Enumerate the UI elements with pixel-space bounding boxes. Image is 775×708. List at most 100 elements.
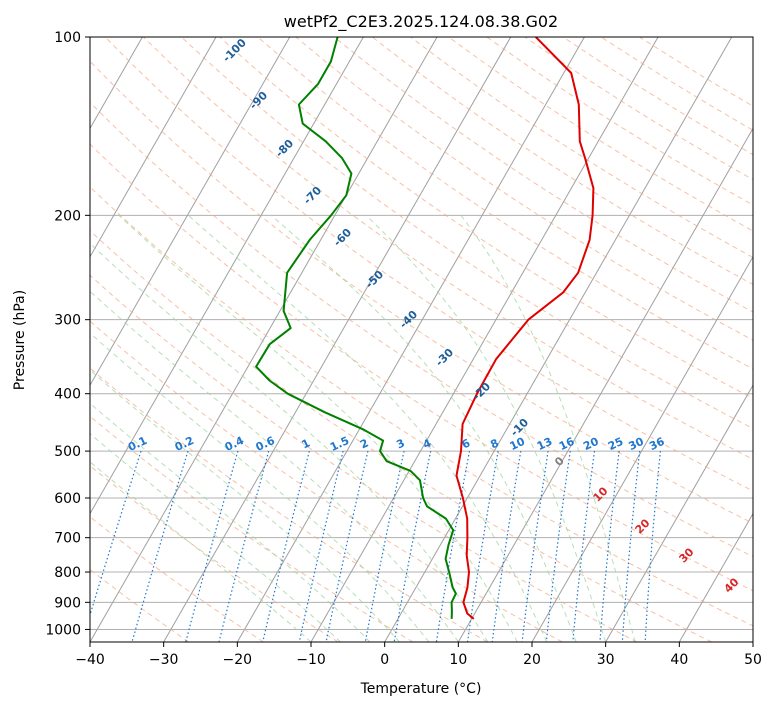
mixing-ratio-line-4 bbox=[393, 450, 432, 642]
isotherm-30 bbox=[605, 384, 753, 642]
mixing-ratio-label-6: 2 bbox=[358, 436, 370, 451]
mixing-ratio-line-0.1 bbox=[90, 450, 142, 617]
isotherm--20 bbox=[236, 37, 585, 642]
isotherm-50 bbox=[752, 640, 753, 642]
mixing-ratio-label-7: 3 bbox=[394, 436, 406, 451]
isotherm-10 bbox=[457, 127, 753, 642]
plot-area: 0.1 0.2 0.4 0.6 1 1.5 2 3 4 6 8 10 13 16 20 25 30 36-100-… bbox=[90, 36, 753, 642]
moist-adiabat-26 bbox=[270, 214, 577, 642]
dry-adiabat-10 bbox=[90, 367, 488, 642]
isotherm--30 bbox=[163, 37, 512, 642]
y-tick-label-4: 500 bbox=[54, 444, 81, 460]
mixing-ratio-line-36 bbox=[644, 451, 661, 642]
dry-adiabat-label-4: -60 bbox=[331, 226, 354, 249]
dry-adiabat-20 bbox=[90, 320, 563, 642]
x-tick-label-8: 40 bbox=[670, 652, 688, 668]
isotherm-grid bbox=[90, 37, 753, 642]
moist-adiabat--2 bbox=[90, 402, 371, 642]
mixing-ratio-line-13 bbox=[521, 451, 549, 642]
mixing-ratio-line-0.2 bbox=[131, 450, 189, 642]
dry-adiabat-160 bbox=[371, 37, 753, 286]
dry-adiabat-70 bbox=[90, 101, 753, 558]
y-tick-label-1: 200 bbox=[54, 208, 81, 224]
dry-adiabat-80 bbox=[90, 60, 753, 524]
moist-adiabat-34 bbox=[460, 215, 636, 642]
dry-adiabat-label-6: -40 bbox=[397, 308, 420, 331]
dry-adiabats bbox=[90, 37, 753, 642]
moist-adiabat-30 bbox=[365, 214, 607, 642]
dry-adiabat-180 bbox=[448, 37, 753, 232]
plot-frame bbox=[89, 36, 754, 643]
dry-adiabat-30 bbox=[90, 274, 638, 642]
x-tick-label-5: 10 bbox=[449, 652, 467, 668]
mixing-ratio-label-13: 16 bbox=[557, 435, 577, 453]
moist-adiabat--10 bbox=[90, 461, 312, 642]
x-tick-label-3: −10 bbox=[296, 652, 326, 668]
y-tick-label-9: 1000 bbox=[45, 622, 81, 638]
dry-adiabat-label-13: 30 bbox=[677, 545, 697, 565]
mixing-ratio-label-14: 20 bbox=[581, 435, 601, 453]
dry-adiabat-110 bbox=[181, 37, 753, 430]
dry-adiabat-150 bbox=[333, 37, 753, 313]
mixing-ratio-label-15: 25 bbox=[606, 435, 625, 453]
mixing-ratio-label-8: 4 bbox=[421, 436, 434, 451]
mixing-ratio-line-3 bbox=[364, 450, 405, 642]
x-tick-label-7: 30 bbox=[597, 652, 615, 668]
isobar-grid bbox=[90, 37, 753, 630]
dry-adiabat-label-1: -90 bbox=[247, 89, 270, 112]
isotherm--40 bbox=[90, 37, 438, 642]
y-tick-label-5: 600 bbox=[54, 491, 81, 507]
dry-adiabat-label-11: 10 bbox=[591, 484, 611, 504]
mixing-ratio-label-17: 36 bbox=[647, 435, 667, 453]
isotherm--50 bbox=[90, 37, 364, 515]
x-tick-label-4: 0 bbox=[380, 652, 389, 668]
dry-adiabat-label-3: -70 bbox=[301, 184, 324, 207]
dry-adiabat--10 bbox=[90, 465, 339, 642]
y-tick-label-2: 300 bbox=[54, 313, 81, 329]
temperature-line bbox=[455, 37, 595, 620]
mixing-ratio-line-1 bbox=[262, 450, 310, 642]
chart-title: wetPf2_C2E3.2025.124.08.38.G02 bbox=[284, 12, 558, 32]
mixing-ratio-line-2 bbox=[325, 450, 369, 642]
isotherm-20 bbox=[531, 255, 753, 642]
mixing-ratio-line-10 bbox=[491, 450, 522, 642]
dry-adiabat-170 bbox=[410, 37, 753, 259]
dry-adiabat-130 bbox=[257, 37, 753, 370]
y-axis-title: Pressure (hPa) bbox=[12, 290, 28, 390]
mixing-ratio-line-20 bbox=[572, 451, 596, 642]
x-tick-label-0: −40 bbox=[75, 652, 105, 668]
dry-adiabat-50 bbox=[90, 186, 753, 627]
dry-adiabat-label-14: 40 bbox=[722, 575, 742, 595]
moist-adiabat-22 bbox=[187, 214, 548, 642]
x-axis-title: Temperature (°C) bbox=[360, 681, 482, 697]
isotherm--10 bbox=[310, 37, 659, 642]
y-tick-label-7: 800 bbox=[54, 565, 81, 581]
mixing-ratio-line-16 bbox=[545, 451, 571, 642]
dewpoint-line bbox=[255, 37, 457, 619]
isotherm-0 bbox=[384, 37, 733, 642]
mixing-ratio-label-12: 13 bbox=[535, 435, 554, 453]
y-tick-label-0: 100 bbox=[54, 30, 81, 46]
x-tick-label-9: 50 bbox=[744, 652, 762, 668]
mixing-ratio-line-0.6 bbox=[218, 450, 270, 642]
dry-adiabat-0 bbox=[90, 415, 414, 642]
sounding-series bbox=[255, 37, 595, 620]
dry-adiabat-210 bbox=[562, 37, 753, 156]
dry-adiabat-60 bbox=[90, 143, 753, 592]
isotherm-40 bbox=[678, 512, 753, 642]
y-tick-label-6: 700 bbox=[54, 531, 81, 547]
dry-adiabat-40 bbox=[90, 230, 712, 642]
dry-adiabat-label-0: -100 bbox=[220, 36, 249, 65]
dry-adiabat--30 bbox=[90, 568, 190, 642]
dry-adiabat-label-12: 20 bbox=[633, 516, 653, 536]
mixing-ratio-label-11: 10 bbox=[508, 435, 528, 453]
mixing-ratio-line-8 bbox=[466, 450, 499, 642]
mixing-ratio-label-4: 1 bbox=[300, 436, 312, 451]
mixing-ratio-line-25 bbox=[599, 451, 620, 642]
moist-adiabat-14 bbox=[90, 242, 489, 642]
x-axis: −40 −30 −20 −10 0 10 20 30 40 50 bbox=[75, 642, 762, 668]
x-tick-label-1: −30 bbox=[149, 652, 179, 668]
mixing-ratio-label-16: 30 bbox=[626, 435, 646, 453]
isotherm--70 bbox=[90, 37, 217, 258]
